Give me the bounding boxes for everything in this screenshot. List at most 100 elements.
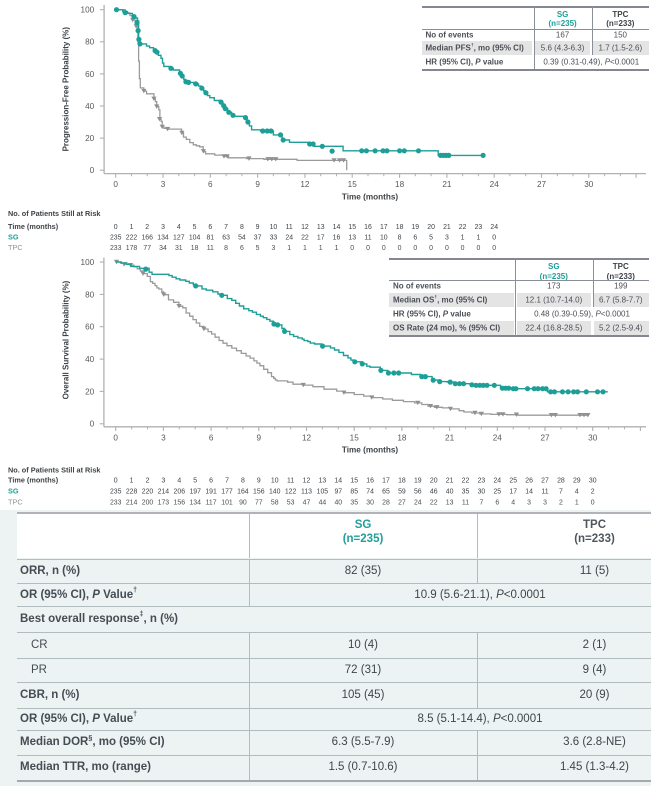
svg-text:60: 60	[85, 323, 95, 332]
svg-text:5: 5	[429, 234, 433, 241]
svg-text:1: 1	[335, 245, 339, 252]
svg-text:3: 3	[161, 433, 166, 442]
svg-text:1: 1	[575, 500, 579, 507]
svg-text:3: 3	[445, 234, 449, 241]
svg-text:214: 214	[126, 500, 138, 507]
svg-text:77: 77	[255, 500, 263, 507]
svg-text:10: 10	[380, 234, 388, 241]
svg-text:0: 0	[114, 478, 118, 485]
svg-text:44: 44	[319, 500, 327, 507]
svg-text:35: 35	[462, 488, 470, 495]
svg-text:28: 28	[557, 478, 565, 485]
svg-text:54: 54	[238, 234, 246, 241]
svg-text:233: 233	[110, 245, 122, 252]
svg-text:166: 166	[141, 234, 153, 241]
svg-text:19: 19	[411, 224, 419, 231]
svg-text:220: 220	[142, 488, 154, 495]
svg-text:1: 1	[461, 234, 465, 241]
svg-text:134: 134	[157, 234, 169, 241]
svg-text:5: 5	[256, 245, 260, 252]
svg-text:140: 140	[269, 488, 281, 495]
svg-text:SG: SG	[8, 232, 19, 241]
svg-text:0: 0	[492, 245, 496, 252]
svg-text:100: 100	[81, 258, 95, 267]
svg-text:10: 10	[271, 478, 279, 485]
svg-text:8: 8	[241, 478, 245, 485]
svg-text:3: 3	[161, 478, 165, 485]
svg-text:4: 4	[575, 488, 579, 495]
svg-text:173: 173	[158, 500, 170, 507]
svg-text:15: 15	[348, 224, 356, 231]
svg-text:37: 37	[254, 234, 262, 241]
svg-text:4: 4	[177, 478, 181, 485]
svg-text:25: 25	[493, 488, 501, 495]
svg-text:21: 21	[446, 478, 454, 485]
svg-text:0: 0	[90, 420, 95, 429]
svg-text:6: 6	[209, 433, 214, 442]
svg-text:19: 19	[414, 478, 422, 485]
svg-text:27: 27	[537, 180, 547, 189]
svg-text:156: 156	[174, 500, 186, 507]
svg-text:3: 3	[161, 224, 165, 231]
svg-text:24: 24	[490, 180, 500, 189]
svg-text:0: 0	[492, 234, 496, 241]
svg-text:5: 5	[193, 478, 197, 485]
svg-text:40: 40	[334, 500, 342, 507]
svg-text:0: 0	[398, 245, 402, 252]
svg-text:122: 122	[285, 488, 297, 495]
svg-text:0: 0	[90, 166, 95, 175]
svg-text:16: 16	[366, 478, 374, 485]
svg-text:13: 13	[446, 500, 454, 507]
svg-text:11: 11	[541, 488, 548, 495]
svg-text:30: 30	[588, 433, 598, 442]
svg-text:11: 11	[364, 234, 371, 241]
svg-text:40: 40	[85, 102, 95, 111]
svg-text:77: 77	[143, 245, 151, 252]
svg-text:18: 18	[191, 245, 199, 252]
svg-text:24: 24	[490, 224, 498, 231]
svg-text:9: 9	[255, 180, 260, 189]
svg-text:Progression-Free Probability (: Progression-Free Probability (%)	[62, 27, 71, 152]
svg-text:47: 47	[303, 500, 311, 507]
svg-text:34: 34	[159, 245, 167, 252]
svg-text:0: 0	[413, 245, 417, 252]
svg-text:58: 58	[271, 500, 279, 507]
svg-text:21: 21	[443, 224, 451, 231]
svg-text:5: 5	[193, 224, 197, 231]
svg-text:4: 4	[511, 500, 515, 507]
svg-text:17: 17	[380, 224, 388, 231]
svg-text:1: 1	[130, 478, 134, 485]
svg-text:14: 14	[333, 224, 341, 231]
svg-text:53: 53	[287, 500, 295, 507]
svg-text:0: 0	[114, 224, 118, 231]
svg-text:22: 22	[430, 500, 438, 507]
svg-text:20: 20	[85, 387, 95, 396]
svg-text:33: 33	[270, 234, 278, 241]
svg-text:3: 3	[271, 245, 275, 252]
svg-text:11: 11	[286, 224, 293, 231]
svg-text:12: 12	[301, 224, 309, 231]
svg-text:7: 7	[559, 488, 563, 495]
svg-text:31: 31	[175, 245, 183, 252]
svg-text:74: 74	[366, 488, 374, 495]
svg-text:8: 8	[224, 245, 228, 252]
svg-text:18: 18	[396, 224, 404, 231]
svg-text:SG: SG	[8, 486, 19, 495]
svg-text:178: 178	[126, 245, 138, 252]
svg-text:0: 0	[591, 500, 595, 507]
svg-text:23: 23	[478, 478, 486, 485]
svg-text:9: 9	[256, 224, 260, 231]
svg-text:0: 0	[113, 433, 118, 442]
svg-text:6: 6	[240, 245, 244, 252]
svg-text:22: 22	[301, 234, 309, 241]
svg-text:TPC: TPC	[8, 243, 23, 252]
svg-text:Time (months): Time (months)	[342, 446, 399, 455]
svg-text:Time (months): Time (months)	[8, 476, 59, 485]
svg-text:4: 4	[177, 224, 181, 231]
svg-text:127: 127	[173, 234, 185, 241]
svg-text:2: 2	[559, 500, 563, 507]
svg-text:6: 6	[413, 234, 417, 241]
svg-text:191: 191	[205, 488, 217, 495]
svg-text:63: 63	[222, 234, 230, 241]
svg-text:18: 18	[398, 478, 406, 485]
